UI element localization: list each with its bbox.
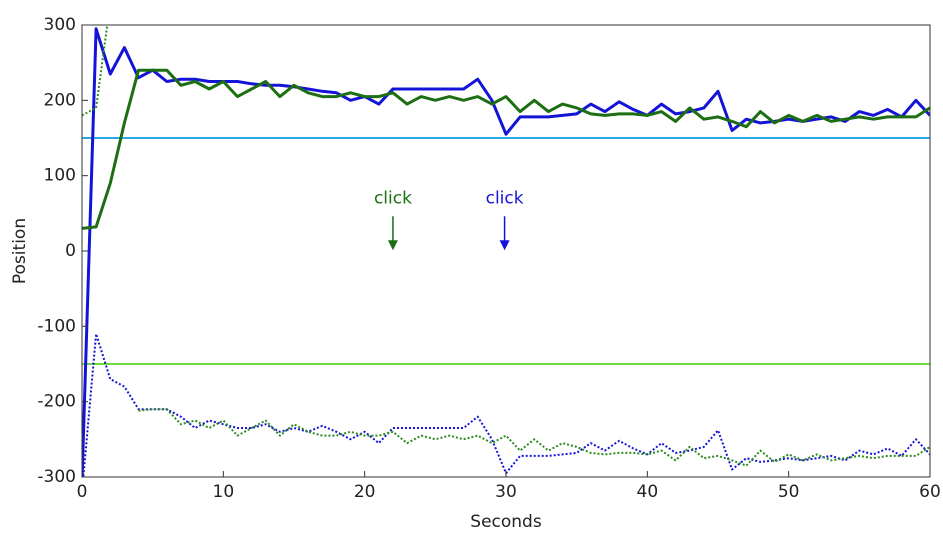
x-tick-label: 20	[354, 482, 376, 502]
y-tick-label: 100	[44, 166, 76, 186]
y-tick-label: 200	[44, 90, 76, 110]
x-tick-label: 60	[919, 482, 941, 502]
y-tick-label: 300	[44, 15, 76, 35]
y-tick-label: -100	[37, 316, 76, 336]
x-tick-label: 0	[77, 482, 88, 502]
plot-frame	[81, 24, 931, 478]
y-tick-label: -300	[37, 467, 76, 487]
dotted-line	[82, 25, 930, 467]
y-tick-label: 0	[65, 241, 76, 261]
dotted-line	[82, 332, 930, 477]
annotation: click	[486, 188, 524, 208]
y-tick-label: -200	[37, 392, 76, 412]
y-axis-label: Position	[10, 218, 30, 284]
x-axis-label: Seconds	[470, 512, 542, 532]
annotation: click	[374, 188, 412, 208]
x-tick-label: 50	[778, 482, 800, 502]
annotation-arrowhead	[387, 240, 398, 251]
annotation-arrowhead	[499, 240, 510, 251]
x-tick-label: 10	[213, 482, 235, 502]
line	[82, 68, 930, 230]
x-tick-label: 30	[495, 482, 517, 502]
x-tick-label: 40	[637, 482, 659, 502]
